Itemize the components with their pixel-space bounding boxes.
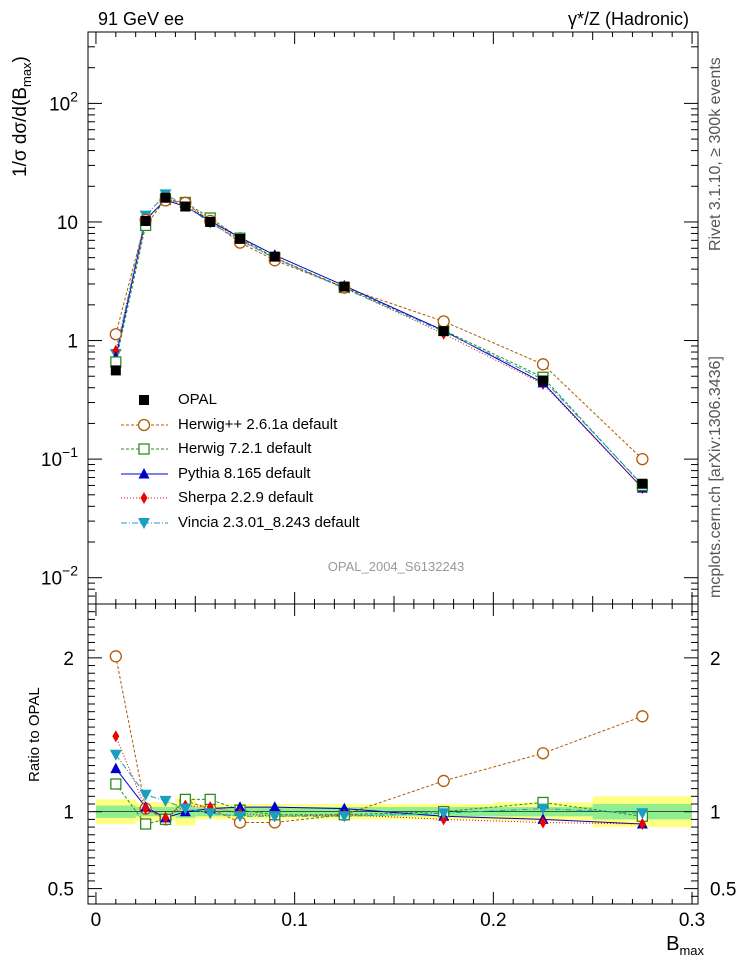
ratio-point-sherpa <box>142 802 150 815</box>
ratio-point-herwigpp <box>109 650 122 663</box>
ratio-point-herwig7 <box>139 818 152 830</box>
legend-marker-herwig7 <box>138 443 150 455</box>
main-point-data <box>110 365 121 376</box>
ratio-y-tick-label-right: 2 <box>710 649 721 670</box>
ratio-point-vincia <box>139 789 152 801</box>
ratio-point-herwigpp <box>437 774 450 788</box>
ratio-point-vincia <box>437 808 450 820</box>
legend-label-vincia: Vincia 2.3.01_8.243 default <box>178 513 360 531</box>
rivet-version-label: Rivet 3.1.10, ≥ 300k events <box>707 57 724 251</box>
legend-label-herwig7: Herwig 7.2.1 default <box>178 440 312 458</box>
x-tick-label: 0 <box>91 910 102 931</box>
ratio-y-tick-label: 0.5 <box>48 880 74 901</box>
x-axis-label-main: B <box>666 933 680 955</box>
main-point-herwigpp <box>437 315 450 328</box>
legend-label-herwigpp: Herwig++ 2.6.1a default <box>178 415 338 433</box>
mcplots-label: mcplots.cern.ch [arXiv:1306.3436] <box>707 356 724 598</box>
ratio-point-vincia <box>537 803 550 815</box>
x-tick-label: 0.3 <box>679 910 705 931</box>
main-point-herwigpp <box>536 358 550 371</box>
ratio-point-sherpa <box>638 818 646 830</box>
legend-label-sherpa: Sherpa 2.2.9 default <box>178 489 314 507</box>
ratio-point-pythia <box>110 762 122 774</box>
legend-marker-vincia <box>138 517 150 529</box>
ratio-y-axis-label: Ratio to OPAL <box>26 687 43 782</box>
ratio-point-vincia <box>338 811 351 823</box>
ratio-point-vincia <box>636 808 649 820</box>
x-axis-label: Bmax <box>666 933 704 958</box>
ratio-frame <box>87 603 699 905</box>
main-point-data <box>538 375 549 386</box>
x-axis-label-sub: max <box>679 943 704 958</box>
ratio-point-sherpa <box>440 813 448 826</box>
ratio-point-vincia <box>179 803 192 815</box>
main-series-line-sherpa <box>115 198 643 489</box>
main-y-axis-label-prefix: 1/σ dσ/d(B <box>10 87 31 177</box>
legend-swatch-herwig7 <box>121 443 168 455</box>
main-y-tick-label: 10−1 <box>41 444 78 471</box>
ratio-point-herwigpp <box>636 710 649 723</box>
x-tick-label: 0.2 <box>480 910 506 931</box>
main-point-herwigpp <box>109 328 122 341</box>
header-right-label: γ*/Z (Hadronic) <box>567 9 689 29</box>
main-point-herwigpp <box>636 452 649 466</box>
ratio-point-vincia <box>109 749 122 761</box>
main-point-data <box>637 478 648 489</box>
main-y-axis-label-suffix: ) <box>10 56 31 63</box>
main-y-axis-label: 1/σ dσ/d(Bmax) <box>10 56 34 177</box>
main-point-data <box>205 216 216 227</box>
main-point-data <box>140 215 151 226</box>
legend-label-pythia: Pythia 8.165 default <box>178 464 311 482</box>
ratio-point-sherpa <box>161 811 169 824</box>
main-y-tick-label: 102 <box>49 88 78 115</box>
main-y-tick-label: 1 <box>67 332 78 353</box>
analysis-watermark: OPAL_2004_S6132243 <box>328 559 464 574</box>
ratio-point-pythia <box>338 802 350 814</box>
main-point-data <box>339 281 350 292</box>
main-point-data <box>235 233 246 244</box>
legend-label-data: OPAL <box>178 391 217 408</box>
ratio-point-vincia <box>268 811 281 823</box>
main-point-sherpa <box>112 344 120 357</box>
ratio-y-tick-label-right: 0.5 <box>710 880 736 901</box>
legend-marker-herwigpp <box>137 418 151 431</box>
main-point-data <box>180 201 191 212</box>
ratio-point-sherpa <box>112 730 120 743</box>
main-panel: 10−2 10−1 1 10 102 OPAL_2004_S6132243 <box>41 31 699 605</box>
ratio-panel: 0 0.1 0.2 0.30.5 0.51 12 2 <box>48 603 736 931</box>
legend-marker-data <box>139 395 149 405</box>
ratio-y-tick-label-right: 1 <box>710 803 721 824</box>
ratio-point-vincia <box>204 808 217 820</box>
main-y-tick-label: 10−2 <box>41 563 78 590</box>
main-point-data <box>269 251 280 262</box>
legend-swatch-data <box>139 395 149 405</box>
ratio-point-vincia <box>159 795 172 807</box>
ratio-y-tick-label: 2 <box>63 649 74 670</box>
ratio-y-tick-label: 1 <box>63 803 74 824</box>
ratio-point-pythia <box>269 801 281 812</box>
ratio-point-vincia <box>234 811 247 823</box>
ratio-point-pythia <box>234 801 246 812</box>
legend-swatch-pythia <box>121 467 168 479</box>
ratio-point-sherpa <box>539 816 547 829</box>
main-point-data <box>160 192 171 203</box>
ratio-point-herwig7 <box>110 778 122 790</box>
legend-swatch-herwigpp <box>121 418 168 431</box>
main-point-data <box>438 326 449 337</box>
legend-marker-pythia <box>138 467 150 479</box>
main-y-axis-label-sub: max <box>18 62 34 87</box>
legend-swatch-sherpa <box>121 492 168 505</box>
main-y-tick-label: 10 <box>57 213 78 234</box>
x-tick-label: 0.1 <box>281 910 307 931</box>
ratio-point-herwigpp <box>536 747 550 760</box>
legend-swatch-vincia <box>121 517 168 529</box>
header-left-label: 91 GeV ee <box>98 9 185 29</box>
ratio-series-line-herwigpp <box>115 656 643 823</box>
legend-marker-sherpa <box>140 492 148 505</box>
